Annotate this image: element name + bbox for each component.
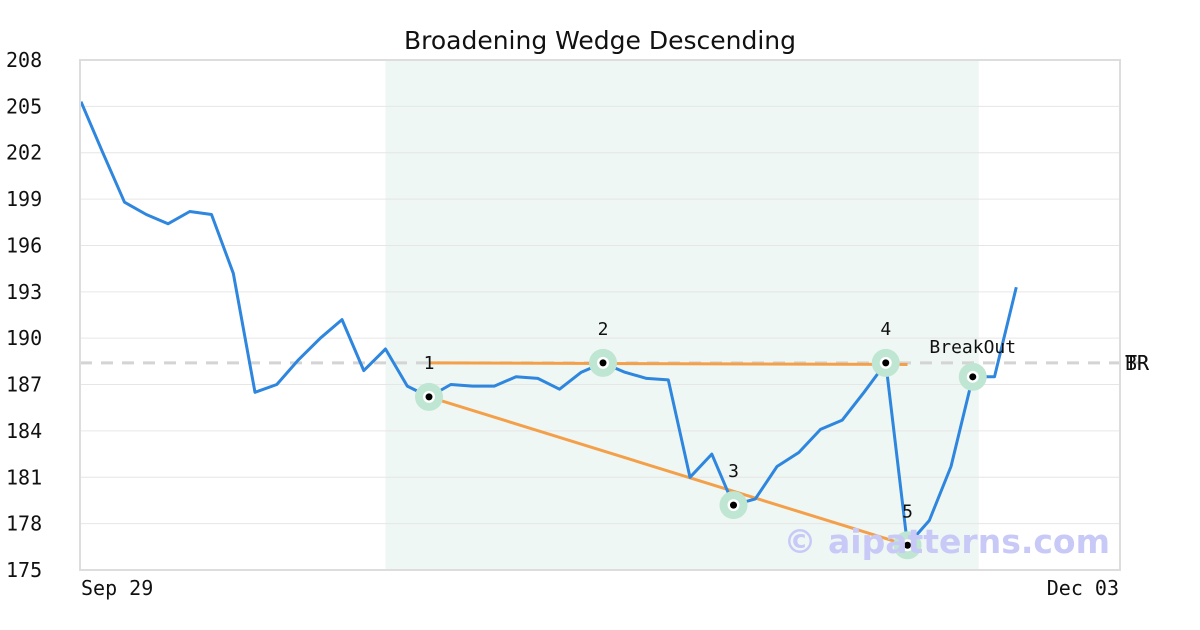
level-label: TR — [1125, 351, 1150, 375]
pattern-point-label: 5 — [902, 501, 913, 522]
pattern-highlight-region — [385, 60, 979, 570]
pattern-point-label: 2 — [598, 319, 609, 340]
lower-trendline — [428, 395, 908, 547]
plot-frame — [79, 59, 1121, 571]
pattern-point-dot — [904, 541, 911, 549]
upper-trendline — [428, 361, 908, 366]
x-tick-label: Sep 29 — [81, 576, 153, 600]
x-axis-ticks: Sep 29 Dec 03 — [81, 576, 1119, 600]
level-label: BR — [1125, 351, 1150, 375]
y-tick-label: 205 — [6, 94, 42, 118]
pattern-point-label: BreakOut — [929, 337, 1016, 358]
pattern-point-dot — [425, 393, 433, 401]
pattern-point-dot — [730, 501, 737, 509]
y-tick-label: 181 — [6, 465, 42, 489]
pattern-point-label: 4 — [880, 319, 891, 340]
y-tick-label: 196 — [6, 233, 42, 257]
pattern-points: 1 2 3 4 5 BreakOut — [415, 319, 1016, 560]
price-series-line — [79, 101, 1018, 547]
y-tick-label: 187 — [6, 373, 42, 397]
y-tick-label: 175 — [6, 558, 42, 582]
pattern-point-label: 1 — [424, 353, 435, 374]
y-tick-label: 178 — [6, 512, 42, 536]
y-tick-label: 190 — [6, 326, 42, 350]
y-tick-label: 184 — [6, 419, 42, 443]
y-axis-ticks: 175 178 181 184 187 190 193 196 199 202 205 208 — [6, 48, 42, 582]
x-tick-label: Dec 03 — [1047, 576, 1119, 600]
watermark-text: © aipatterns.com — [784, 522, 1110, 561]
y-tick-label: 208 — [6, 48, 42, 72]
y-tick-label: 193 — [6, 280, 42, 304]
chart-title: Broadening Wedge Descending — [404, 26, 796, 55]
y-tick-label: 199 — [6, 187, 42, 211]
pattern-point-dot — [882, 359, 890, 367]
y-tick-label: 202 — [6, 141, 42, 165]
pattern-point-dot — [599, 359, 607, 367]
pattern-point-label: 3 — [728, 461, 739, 482]
pattern-point-dot — [969, 373, 977, 381]
